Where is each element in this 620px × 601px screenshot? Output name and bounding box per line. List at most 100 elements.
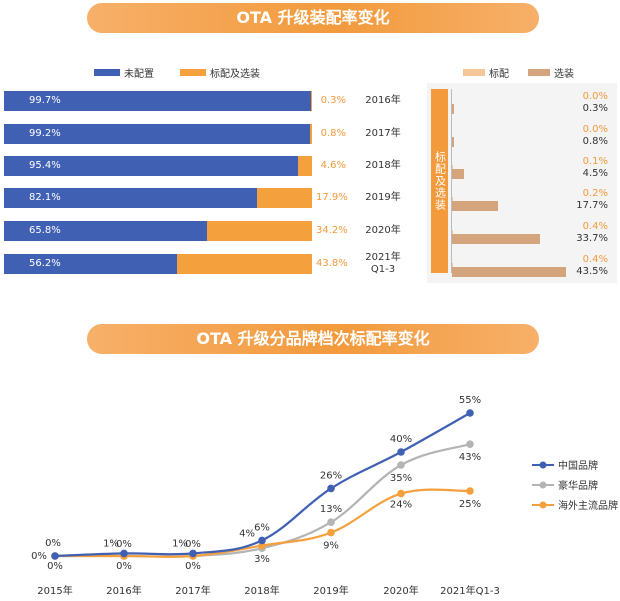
value-label: 1% bbox=[103, 538, 119, 549]
year-label-line: 2017年 bbox=[365, 128, 401, 139]
bar-unconfigured-label: 99.2% bbox=[29, 128, 61, 139]
x-tick-label: 2020年 bbox=[383, 584, 418, 597]
legend-unconfigured: 未配置 bbox=[94, 65, 154, 80]
optional-value-label: 4.5% bbox=[582, 168, 608, 179]
bar-standard bbox=[452, 263, 454, 268]
data-point bbox=[51, 552, 59, 560]
data-point bbox=[466, 487, 474, 495]
standard-value-label: 0.4% bbox=[582, 221, 608, 232]
year-label-line: Q1-3 bbox=[370, 264, 396, 275]
bar-unconfigured-label: 65.8% bbox=[29, 225, 61, 236]
legend-label-optional: 选装 bbox=[554, 69, 574, 80]
bar-optional bbox=[452, 234, 541, 244]
bar-row: 99.2% bbox=[4, 124, 312, 144]
x-tick-label: 2017年 bbox=[175, 584, 210, 597]
year-label-line: 2020年 bbox=[365, 225, 401, 236]
value-label: 0% bbox=[45, 538, 61, 549]
bar-optional bbox=[452, 267, 566, 277]
data-point bbox=[120, 549, 128, 558]
bar-standard-optional bbox=[206, 221, 312, 241]
value-label: 6% bbox=[254, 522, 270, 533]
bar-optional bbox=[452, 169, 464, 179]
data-point bbox=[466, 440, 474, 448]
value-label: 0% bbox=[185, 539, 201, 550]
optional-value-label: 0.3% bbox=[582, 103, 608, 114]
bar-row: 99.7% bbox=[4, 91, 312, 111]
value-label: 0% bbox=[116, 561, 132, 572]
legend-marker bbox=[539, 461, 547, 469]
legend-swatch-standard bbox=[463, 69, 485, 76]
bar-standard bbox=[452, 197, 453, 202]
bar-standard-optional-label: 4.6% bbox=[320, 160, 346, 171]
standard-value-label: 0.0% bbox=[582, 124, 608, 135]
optional-value-label: 43.5% bbox=[576, 266, 608, 277]
legend-label: 豪华品牌 bbox=[558, 479, 598, 492]
bar-standard bbox=[452, 165, 453, 170]
legend-label-standard: 标配 bbox=[489, 69, 509, 80]
optional-value-label: 33.7% bbox=[576, 233, 608, 244]
section2-title-banner: OTA 升级分品牌档次标配率变化 bbox=[87, 324, 539, 354]
value-label: 13% bbox=[320, 504, 342, 515]
legend-label-unconfigured: 未配置 bbox=[124, 69, 154, 80]
legend-standard-optional: 标配及选装 bbox=[180, 65, 260, 80]
bar-optional bbox=[452, 201, 499, 211]
line-legend-item: 海外主流品牌 bbox=[532, 499, 618, 512]
value-label: 0% bbox=[185, 561, 201, 572]
value-label: 24% bbox=[390, 500, 412, 511]
bar-row: 65.8% bbox=[4, 221, 312, 241]
optional-value-label: 17.7% bbox=[576, 200, 608, 211]
value-label: 9% bbox=[323, 541, 339, 552]
brand-line-chart: 0%1% 1%6%26%40%55%0%0% 0%3%13%35%43%0%0% 0%… bbox=[31, 395, 618, 597]
year-label: 2018年 bbox=[358, 160, 408, 172]
year-label: 2016年 bbox=[358, 95, 408, 107]
value-label: 1% bbox=[172, 538, 188, 549]
bar-unconfigured bbox=[4, 188, 257, 208]
legend-swatch-optional bbox=[528, 69, 550, 76]
value-label: 25% bbox=[459, 499, 481, 510]
x-tick-label: 2021年Q1-3 bbox=[440, 584, 500, 597]
bar-standard-optional bbox=[309, 124, 312, 144]
legend-label-standard-optional: 标配及选装 bbox=[210, 69, 260, 80]
bar-unconfigured-label: 99.7% bbox=[29, 95, 61, 106]
right-chart-axis bbox=[451, 89, 452, 273]
x-tick-label: 2016年 bbox=[106, 584, 141, 597]
bar-standard-optional-label: 43.8% bbox=[316, 258, 348, 269]
legend-label: 海外主流品牌 bbox=[558, 499, 618, 512]
bar-unconfigured-label: 56.2% bbox=[29, 258, 61, 269]
value-label: 0% bbox=[47, 561, 63, 572]
value-label: 35% bbox=[390, 473, 412, 484]
value-label: 4% bbox=[239, 529, 255, 540]
value-label: 0% bbox=[116, 539, 132, 550]
line-legend-item: 豪华品牌 bbox=[532, 479, 598, 492]
bar-standard-optional bbox=[311, 91, 312, 111]
standard-value-label: 0.0% bbox=[582, 91, 608, 102]
bar-unconfigured bbox=[4, 156, 298, 176]
year-label: 2019年 bbox=[358, 192, 408, 204]
bar-optional bbox=[452, 104, 454, 114]
value-label: 0% bbox=[31, 551, 47, 562]
data-point bbox=[258, 536, 266, 545]
bar-unconfigured bbox=[4, 124, 310, 144]
bar-unconfigured-label: 95.4% bbox=[29, 160, 61, 171]
standard-value-label: 0.2% bbox=[582, 188, 608, 199]
right-panel-background bbox=[427, 83, 617, 283]
legend-marker bbox=[539, 481, 547, 489]
bar-unconfigured bbox=[4, 254, 178, 274]
year-label-line: 2018年 bbox=[365, 160, 401, 171]
bar-standard-optional-label: 0.3% bbox=[320, 95, 346, 106]
data-point bbox=[327, 518, 335, 526]
data-point bbox=[189, 549, 197, 558]
legend-swatch-orange bbox=[180, 69, 206, 76]
optional-value-label: 0.8% bbox=[582, 136, 608, 147]
bar-optional bbox=[452, 137, 455, 147]
value-label: 43% bbox=[459, 452, 481, 463]
legend-standard: 标配 bbox=[463, 65, 509, 80]
year-label-line: 2021年 bbox=[365, 252, 401, 263]
legend-marker bbox=[539, 501, 547, 509]
year-label-line: 2019年 bbox=[365, 192, 401, 203]
value-label: 3% bbox=[254, 554, 270, 565]
year-label-line: 2016年 bbox=[365, 95, 401, 106]
year-label: 2020年 bbox=[358, 225, 408, 237]
x-tick-label: 2015年 bbox=[37, 584, 72, 597]
bar-standard-optional bbox=[256, 188, 312, 208]
